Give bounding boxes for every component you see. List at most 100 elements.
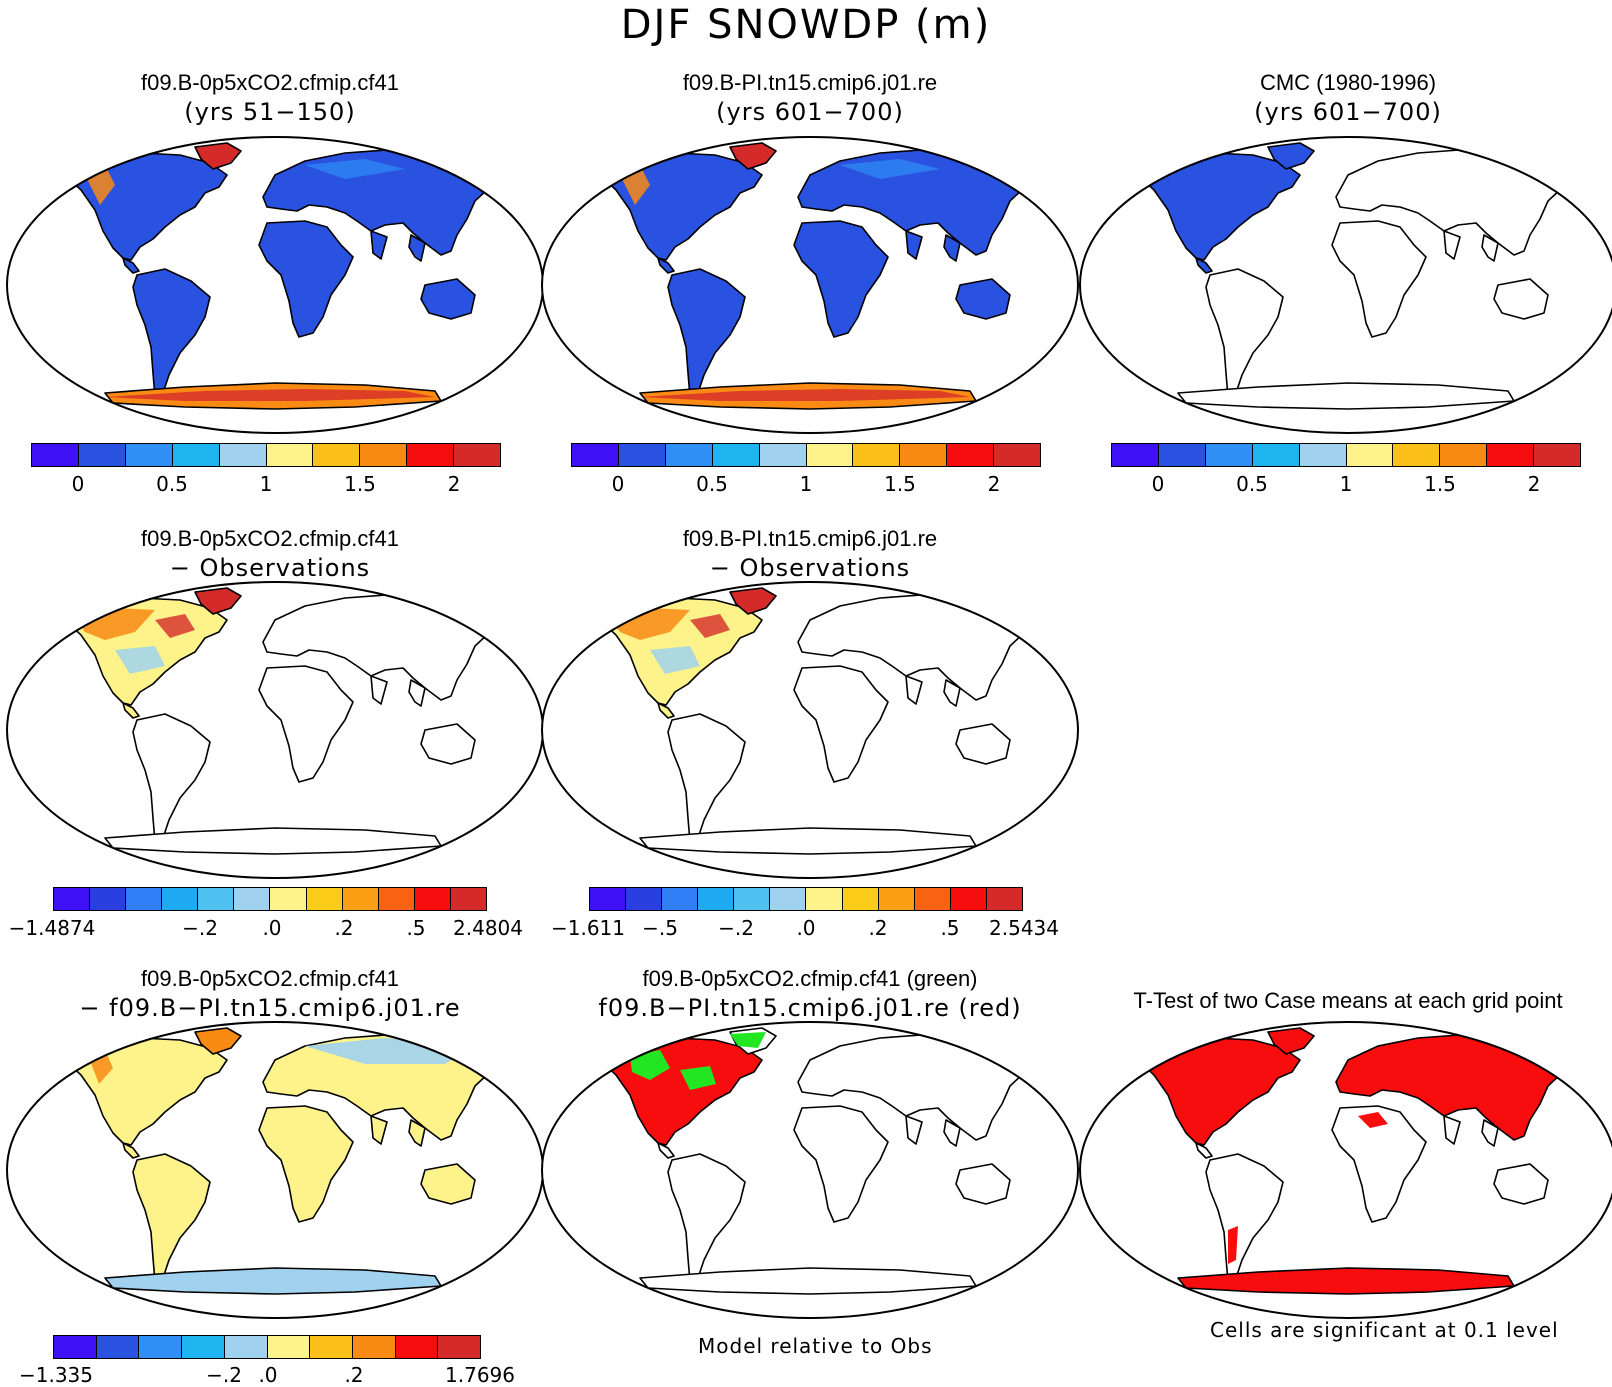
panel6-subtitle: − f09.B−PI.tn15.cmip6.j01.re xyxy=(79,994,461,1022)
cbar5-tick: −.2 xyxy=(718,916,754,940)
map-border xyxy=(1079,136,1612,434)
note-cells-significant: Cells are significant at 0.1 level xyxy=(1210,1318,1559,1342)
sig-cells xyxy=(1358,1112,1388,1128)
map-panel4 xyxy=(6,581,544,879)
cbar6-tick: −.2 xyxy=(206,1363,242,1387)
colorbar-swatch xyxy=(950,888,987,910)
continent-camerica xyxy=(657,257,675,274)
cbar1-tick: 0.5 xyxy=(156,472,188,496)
colorbar-swatch xyxy=(224,1336,268,1358)
colorbar-swatch xyxy=(310,1336,353,1358)
continent-seasia xyxy=(1481,1119,1499,1147)
colorbar-swatch xyxy=(1487,444,1535,466)
colorbar-swatch xyxy=(78,444,126,466)
continent-africa xyxy=(258,220,354,338)
map-border xyxy=(541,1021,1079,1319)
panel8-title: T-Test of two Case means at each grid po… xyxy=(1133,988,1563,1013)
cbar3-tick: 0 xyxy=(1151,472,1165,496)
colorbar-swatch xyxy=(54,888,91,910)
colorbar-swatch xyxy=(914,888,951,910)
colorbar-swatch xyxy=(395,1336,439,1358)
bias-high xyxy=(155,614,195,638)
colorbar-swatch xyxy=(1346,444,1394,466)
bias-negative xyxy=(650,646,700,674)
continent-india xyxy=(905,675,923,705)
continent-australia xyxy=(955,723,1011,765)
cbar3-tick: 1 xyxy=(1339,472,1353,496)
colorbar-swatch xyxy=(234,888,271,910)
panel1-title: f09.B-0p5xCO2.cfmip.cf41 xyxy=(140,70,399,95)
continent-india xyxy=(1443,1115,1461,1145)
map-panel2 xyxy=(541,136,1079,434)
colorbar-panel3 xyxy=(1111,443,1581,467)
continent-india xyxy=(370,675,388,705)
continent-australia xyxy=(1493,1163,1549,1205)
bias-negative xyxy=(115,646,165,674)
green-region xyxy=(630,1050,670,1080)
continent-australia xyxy=(955,278,1011,320)
eurasia-snow xyxy=(840,159,940,179)
cbar6-tick: .2 xyxy=(344,1363,364,1387)
continent-namerica xyxy=(1139,152,1301,261)
continent-camerica xyxy=(657,1142,675,1159)
colorbar-swatch xyxy=(342,888,379,910)
colorbar-swatch xyxy=(806,888,843,910)
continent-australia xyxy=(420,1163,476,1205)
cbar1-tick: 1.5 xyxy=(344,472,376,496)
antarctic-high-snow xyxy=(105,389,435,401)
continent-camerica xyxy=(657,702,675,719)
continent-greenland xyxy=(1267,142,1315,170)
map-border xyxy=(541,581,1079,879)
colorbar-swatch xyxy=(90,888,127,910)
colorbar-swatch xyxy=(947,444,995,466)
cbar5-tick: .5 xyxy=(940,916,960,940)
cbar2-tick: 2 xyxy=(987,472,1001,496)
continent-samerica xyxy=(132,268,211,398)
colorbar-panel6 xyxy=(53,1335,481,1359)
continent-camerica xyxy=(122,702,140,719)
continent-seasia xyxy=(408,234,426,262)
continent-camerica xyxy=(1195,1142,1213,1159)
note-model-relative: Model relative to Obs xyxy=(698,1334,933,1358)
colorbar-swatch xyxy=(590,888,627,910)
colorbar-swatch xyxy=(32,444,79,466)
colorbar-swatch xyxy=(454,444,501,466)
panel5-subtitle: − Observations xyxy=(709,554,911,582)
colorbar-swatch xyxy=(96,1336,140,1358)
continent-greenland xyxy=(194,142,242,170)
colorbar-swatch xyxy=(54,1336,97,1358)
panel5-title: f09.B-PI.tn15.cmip6.j01.re xyxy=(682,526,938,551)
cbar4-tick: .5 xyxy=(406,916,426,940)
colorbar-swatch xyxy=(806,444,854,466)
map-panel7 xyxy=(541,1021,1079,1319)
colorbar-swatch xyxy=(162,888,199,910)
colorbar-swatch xyxy=(618,444,666,466)
cbar6-tick: 1.7696 xyxy=(445,1363,515,1387)
continent-samerica xyxy=(1205,1153,1284,1283)
cbar3-tick: 2 xyxy=(1527,472,1541,496)
colorbar-swatch xyxy=(853,444,901,466)
cbar5-tick: .0 xyxy=(796,916,816,940)
colorbar-swatch xyxy=(572,444,619,466)
colorbar-swatch xyxy=(1112,444,1159,466)
continent-camerica xyxy=(1195,257,1213,274)
continent-india xyxy=(370,230,388,260)
antarctic-high-snow xyxy=(640,389,970,401)
cbar6-tick: −1.335 xyxy=(18,1363,94,1387)
colorbar-swatch xyxy=(734,888,771,910)
continent-africa xyxy=(793,665,889,783)
cbar4-tick: −.2 xyxy=(182,916,218,940)
panel4-title: f09.B-0p5xCO2.cfmip.cf41 xyxy=(140,526,399,551)
continent-africa xyxy=(1331,220,1427,338)
continent-australia xyxy=(420,278,476,320)
continent-namerica xyxy=(1139,1037,1301,1146)
cbar1-tick: 1 xyxy=(259,472,273,496)
colorbar-swatch xyxy=(900,444,948,466)
colorbar-swatch xyxy=(770,888,807,910)
colorbar-swatch xyxy=(352,1336,396,1358)
colorbar-swatch xyxy=(1158,444,1206,466)
colorbar-swatch xyxy=(1205,444,1253,466)
map-panel3 xyxy=(1079,136,1612,434)
colorbar-swatch xyxy=(1440,444,1488,466)
green-region xyxy=(680,1066,716,1090)
